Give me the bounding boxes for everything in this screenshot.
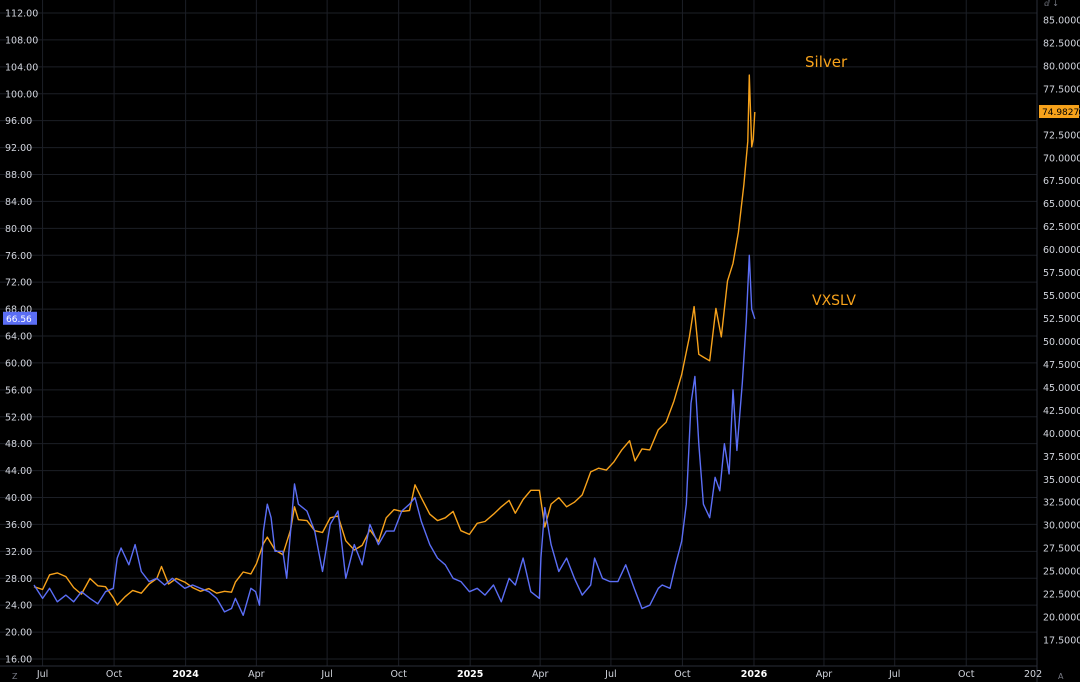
x-tick-label: Apr bbox=[816, 669, 833, 680]
left-tick-label: 44.00 bbox=[5, 466, 32, 477]
x-tick-label: Apr bbox=[532, 669, 549, 680]
right-tick-label: 67.5000 bbox=[1043, 176, 1080, 187]
right-tick-label: 57.5000 bbox=[1043, 268, 1080, 279]
silver-label: Silver bbox=[805, 53, 848, 71]
x-tick-label: Jul bbox=[36, 669, 48, 680]
left-tick-label: 72.00 bbox=[5, 278, 32, 289]
right-tick-label: 85.0000 bbox=[1043, 16, 1080, 27]
right-tick-label: 82.5000 bbox=[1043, 38, 1080, 49]
left-tick-label: 60.00 bbox=[5, 358, 32, 369]
x-axis[interactable]: Jul Oct 2024 Apr Jul Oct 2025 Apr Jul Oct 2026 Apr J… bbox=[36, 669, 975, 680]
x-tick-label: Jul bbox=[320, 669, 332, 680]
last-value-badges: 66.56 74.9827 bbox=[3, 105, 1079, 325]
left-tick-label: 20.00 bbox=[5, 628, 32, 639]
silver-last-value-badge bbox=[1039, 105, 1079, 119]
left-tick-label: 76.00 bbox=[5, 251, 32, 262]
grid bbox=[0, 0, 1037, 666]
x-tick-label: Apr bbox=[248, 669, 265, 680]
right-tick-label: 45.0000 bbox=[1043, 383, 1080, 394]
right-tick-label: 30.0000 bbox=[1043, 521, 1080, 532]
left-tick-label: 104.00 bbox=[5, 62, 38, 73]
x-tick-label: Oct bbox=[390, 669, 407, 680]
x-tick-label: 2024 bbox=[172, 669, 199, 680]
zoom-toggle[interactable]: Z bbox=[12, 672, 18, 681]
right-tick-label: 62.5000 bbox=[1043, 222, 1080, 233]
right-tick-label: 55.0000 bbox=[1043, 291, 1080, 302]
right-tick-label: 27.5000 bbox=[1043, 544, 1080, 555]
right-tick-label: 65.0000 bbox=[1043, 199, 1080, 210]
series-lines bbox=[33, 74, 756, 616]
left-tick-label: 36.00 bbox=[5, 520, 32, 531]
left-tick-label: 56.00 bbox=[5, 385, 32, 396]
x-tick-label: Jul bbox=[604, 669, 616, 680]
right-tick-label: 37.5000 bbox=[1043, 452, 1080, 463]
left-tick-label: 16.00 bbox=[5, 655, 32, 666]
right-tick-label: 52.5000 bbox=[1043, 314, 1080, 325]
right-axis[interactable]: 17.5000 20.0000 22.5000 25.0000 27.5000 30.00… bbox=[1043, 16, 1080, 647]
right-tick-label: 80.0000 bbox=[1043, 61, 1080, 72]
x-tick-label: Oct bbox=[106, 669, 123, 680]
left-tick-label: 52.00 bbox=[5, 412, 32, 423]
right-tick-label: 17.5000 bbox=[1043, 636, 1080, 647]
right-tick-label: 60.0000 bbox=[1043, 245, 1080, 256]
left-tick-label: 100.00 bbox=[5, 89, 38, 100]
right-tick-label: 42.5000 bbox=[1043, 406, 1080, 417]
left-tick-label: 64.00 bbox=[5, 332, 32, 343]
vxslv-line bbox=[33, 254, 756, 616]
left-tick-label: 28.00 bbox=[5, 574, 32, 585]
left-tick-label: 68.00 bbox=[5, 305, 32, 316]
vxslv-last-value-badge bbox=[3, 311, 37, 325]
left-tick-label: 40.00 bbox=[5, 493, 32, 504]
left-tick-label: 96.00 bbox=[5, 116, 32, 127]
x-tick-label: Oct bbox=[958, 669, 975, 680]
auto-scale-toggle[interactable]: A bbox=[1058, 672, 1064, 681]
right-tick-label: 20.0000 bbox=[1043, 613, 1080, 624]
right-tick-label: 70.0000 bbox=[1043, 153, 1080, 164]
right-tick-label: 32.5000 bbox=[1043, 498, 1080, 509]
left-tick-label: 108.00 bbox=[5, 35, 38, 46]
right-tick-label: 40.0000 bbox=[1043, 429, 1080, 440]
left-tick-label: 32.00 bbox=[5, 547, 32, 558]
left-tick-label: 48.00 bbox=[5, 439, 32, 450]
right-tick-label: 72.5000 bbox=[1043, 130, 1080, 141]
right-tick-label: 22.5000 bbox=[1043, 590, 1080, 601]
left-axis[interactable]: 16.00 20.00 24.00 28.00 32.00 36.00 40.00 44.00… bbox=[5, 9, 38, 666]
left-tick-label: 80.00 bbox=[5, 224, 32, 235]
x-tick-label: Jul bbox=[888, 669, 900, 680]
silver-line bbox=[33, 74, 756, 606]
x-tick-label: Oct bbox=[674, 669, 691, 680]
left-tick-label: 88.00 bbox=[5, 170, 32, 181]
right-tick-label: 25.0000 bbox=[1043, 567, 1080, 578]
silver-last-value: 74.9827 bbox=[1042, 108, 1079, 118]
left-tick-label: 84.00 bbox=[5, 197, 32, 208]
left-tick-label: 92.00 bbox=[5, 143, 32, 154]
x-tick-overflow: 202 bbox=[1024, 669, 1042, 680]
vxslv-last-value: 66.56 bbox=[6, 315, 32, 325]
right-tick-label: 77.5000 bbox=[1043, 84, 1080, 95]
vxslv-label: VXSLV bbox=[812, 293, 856, 309]
left-tick-label: 112.00 bbox=[5, 9, 38, 20]
x-tick-label: 2025 bbox=[457, 669, 483, 680]
right-tick-label: 50.0000 bbox=[1043, 337, 1080, 348]
right-tick-label: 47.5000 bbox=[1043, 360, 1080, 371]
right-tick-label: 35.0000 bbox=[1043, 475, 1080, 486]
x-tick-label: 2026 bbox=[741, 669, 768, 680]
scale-menu[interactable]: ⅆ ↓ bbox=[1044, 0, 1059, 8]
left-tick-label: 24.00 bbox=[5, 601, 32, 612]
